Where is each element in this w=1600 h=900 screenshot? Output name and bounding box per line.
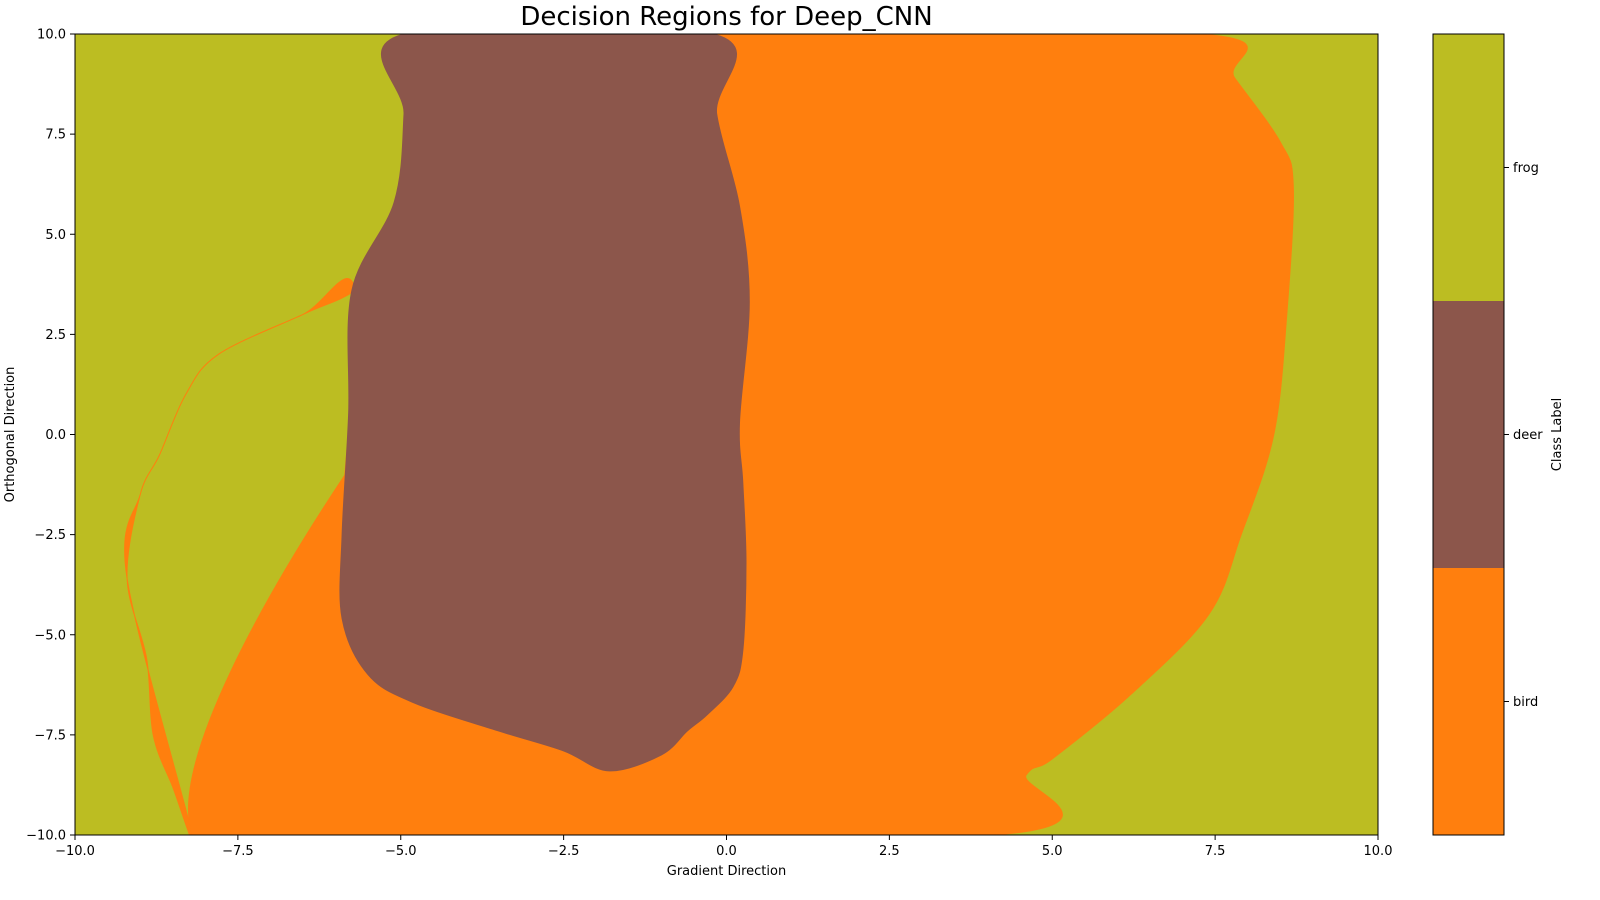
colorbar-swatch-deer xyxy=(1433,301,1504,568)
y-tick-label: −5.0 xyxy=(34,628,66,643)
y-tick-label: 2.5 xyxy=(45,328,66,343)
y-tick-label: −10.0 xyxy=(26,829,66,844)
y-tick-label: 0.0 xyxy=(45,428,66,443)
plot-area xyxy=(75,34,1378,835)
colorbar-swatch-bird xyxy=(1433,568,1504,835)
x-tick-label: −10.0 xyxy=(55,844,95,859)
y-tick-label: 5.0 xyxy=(45,228,66,243)
chart-title: Decision Regions for Deep_CNN xyxy=(520,2,932,32)
colorbar-tick-label-deer: deer xyxy=(1513,428,1543,443)
x-tick-label: 2.5 xyxy=(879,844,900,859)
y-tick-label: −7.5 xyxy=(34,728,66,743)
colorbar-frame xyxy=(1432,33,1505,836)
y-tick-label: 7.5 xyxy=(45,128,66,143)
y-tick-label: −2.5 xyxy=(34,528,66,543)
x-tick-label: 10.0 xyxy=(1364,844,1393,859)
region-deer-2 xyxy=(339,34,750,772)
x-axis-label: Gradient Direction xyxy=(667,864,786,879)
x-tick-label: 5.0 xyxy=(1042,844,1063,859)
x-tick-label: 7.5 xyxy=(1205,844,1226,859)
colorbar-tick-label-frog: frog xyxy=(1513,161,1539,176)
colorbar-swatch-frog xyxy=(1433,34,1504,301)
x-tick-label: −2.5 xyxy=(548,844,580,859)
x-tick-label: −7.5 xyxy=(222,844,254,859)
colorbar-label: Class Label xyxy=(1550,398,1565,471)
colorbar: bird deer frog xyxy=(1432,33,1543,836)
x-tick-label: 0.0 xyxy=(716,844,737,859)
y-axis-label: Orthogonal Direction xyxy=(3,367,18,503)
x-tick-label: −5.0 xyxy=(385,844,417,859)
y-tick-label: 10.0 xyxy=(37,28,66,43)
axes: −10.0 −7.5 −5.0 −2.5 0.0 2.5 5.0 7.5 10.0 −10.0 −7… xyxy=(26,28,1392,860)
colorbar-tick-label-bird: bird xyxy=(1513,695,1538,710)
